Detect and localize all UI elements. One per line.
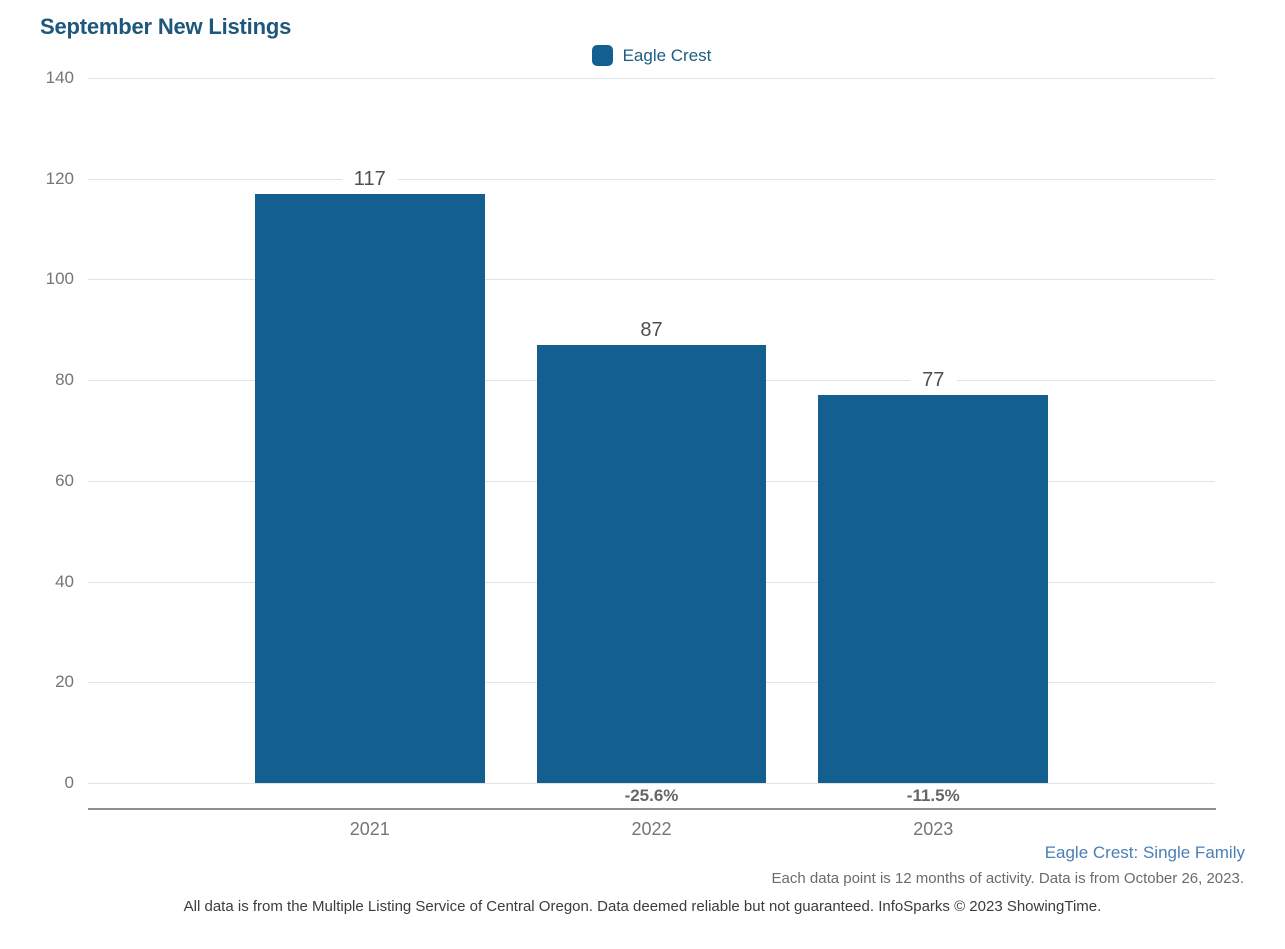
y-axis-tick-label: 140 — [45, 68, 74, 87]
y-axis-tick-label: 100 — [45, 269, 74, 289]
x-axis-line — [88, 808, 1216, 810]
data-note: Each data point is 12 months of activity… — [771, 870, 1244, 887]
pct-row: -25.6% -11.5% — [88, 784, 1215, 808]
legend: Eagle Crest — [88, 45, 1215, 66]
pct-change-label: -25.6% — [624, 786, 679, 805]
bar-value-label: 87 — [628, 318, 675, 341]
y-axis-tick-label: 120 — [45, 168, 74, 188]
x-axis-tick-label: 2021 — [349, 819, 390, 839]
bar-2022[interactable] — [536, 344, 767, 783]
plot-area: 0 20 40 60 80 100 120 140 117 87 77 — [46, 68, 1215, 792]
gridline — [88, 78, 1215, 79]
x-axis-row: 2021 2022 2023 — [88, 817, 1215, 841]
x-axis-tick-label: 2023 — [913, 819, 954, 839]
chart-title: September New Listings — [40, 14, 292, 39]
bar-value-label: 117 — [341, 167, 398, 190]
gridline — [88, 178, 1215, 180]
y-axis-tick-label: 60 — [55, 470, 74, 490]
y-axis-tick-label: 40 — [55, 571, 74, 591]
legend-item-eagle-crest[interactable]: Eagle Crest — [591, 45, 712, 66]
legend-label: Eagle Crest — [622, 45, 712, 65]
bar-2023[interactable] — [818, 395, 1049, 783]
pct-change-label: -11.5% — [906, 786, 960, 805]
legend-swatch-icon — [591, 45, 613, 66]
bar-2021[interactable] — [254, 193, 485, 783]
series-note: Eagle Crest: Single Family — [1044, 843, 1245, 862]
disclaimer-note: All data is from the Multiple Listing Se… — [183, 898, 1102, 915]
gridline — [88, 279, 1215, 281]
x-axis-tick-label: 2022 — [631, 819, 672, 839]
gridline — [88, 783, 1215, 784]
bar-value-label: 77 — [910, 369, 957, 392]
y-axis-tick-label: 20 — [55, 672, 74, 692]
y-axis-tick-label: 0 — [64, 773, 74, 792]
y-axis-tick-label: 80 — [55, 370, 74, 390]
